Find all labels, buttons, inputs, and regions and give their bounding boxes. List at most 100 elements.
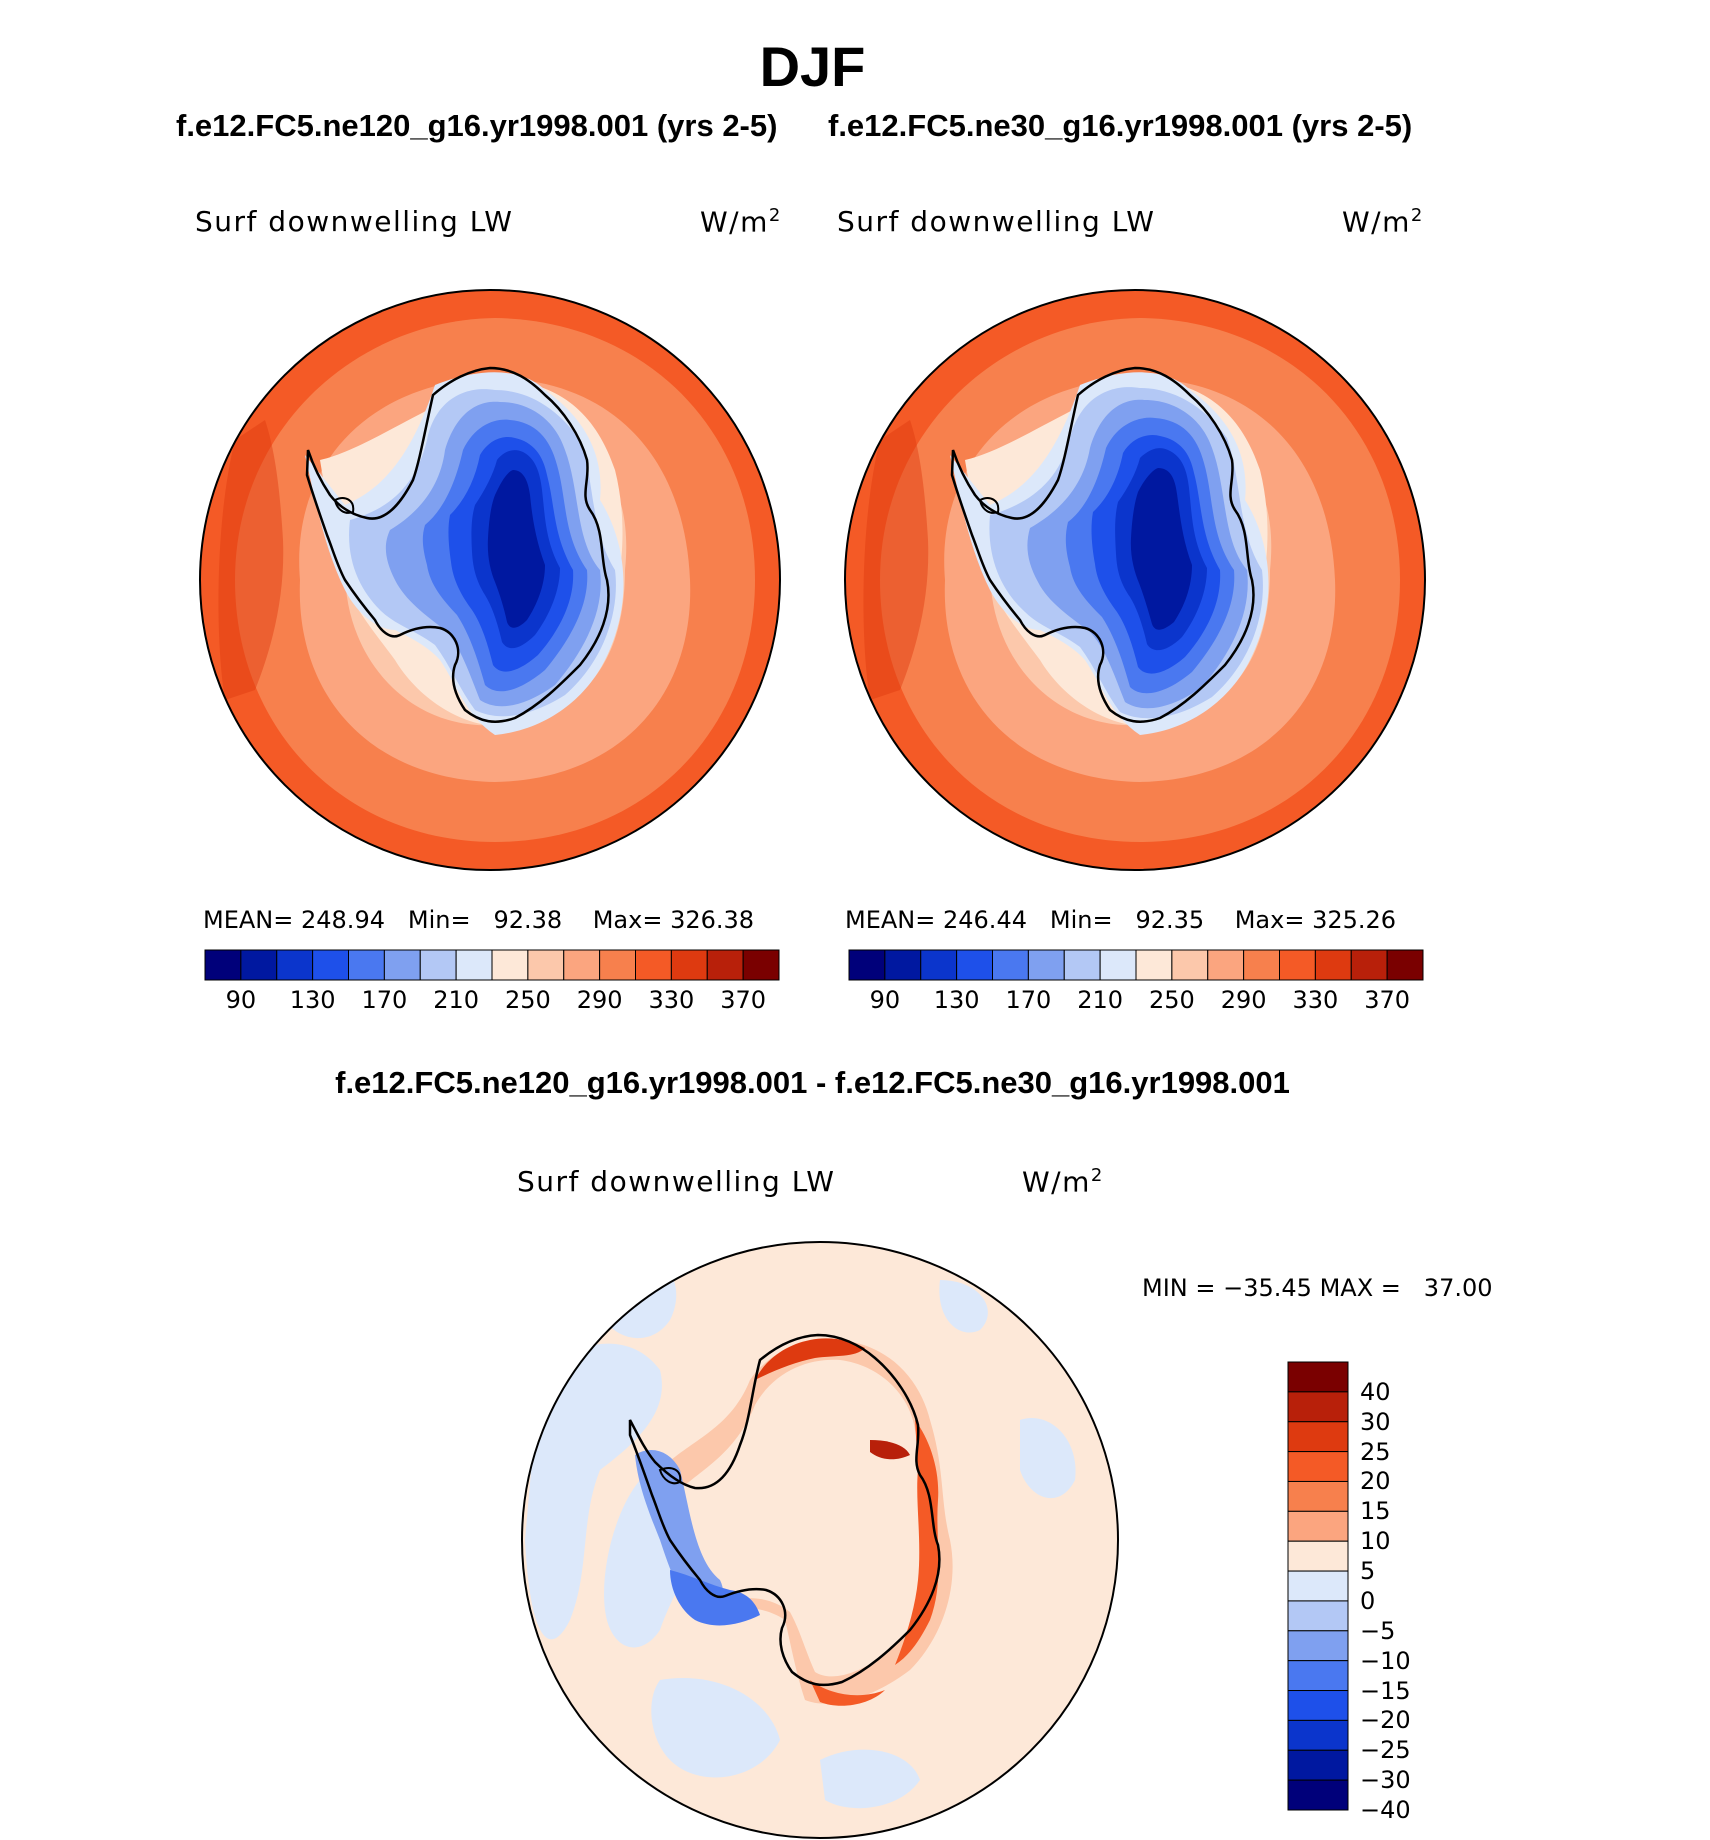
colorbar-tick-label: 90 [869,986,901,1014]
colorbar-swatch [848,949,886,981]
colorbar-tick-label: 250 [504,986,551,1014]
colorbar-tick-label: −30 [1360,1766,1411,1795]
diff-colorbar [1287,1361,1349,1811]
colorbar-tick-label: −20 [1360,1706,1411,1735]
colorbar-swatch [670,949,708,981]
colorbar-swatch [419,949,457,981]
colorbar-swatch [1287,1749,1349,1781]
colorbar-tick-label: 10 [1360,1527,1391,1556]
map-border [844,289,1426,871]
diff-variable: Surf downwelling LW [517,1165,836,1198]
colorbar-tick-label: 370 [720,986,767,1014]
diff-neg-sw [651,1678,780,1778]
diff-map [521,1241,1119,1839]
peninsula-coast [658,1467,682,1485]
colorbar-tick-label: 5 [1360,1557,1376,1586]
colorbar-tick-label: 250 [1148,986,1195,1014]
antarctica-coastline [950,366,1255,723]
colorbar-tick-label: 0 [1360,1586,1376,1615]
colorbar-tick-label: 210 [433,986,480,1014]
panel-2-units: W/m2 [1342,205,1424,239]
colorbar-swatch [884,949,922,981]
colorbar-swatch [1287,1510,1349,1542]
diff-neg-ross [670,1570,760,1626]
colorbar-swatch [527,949,565,981]
colorbar-swatch [1287,1779,1349,1811]
case-title-left: f.e12.FC5.ne120_g16.yr1998.001 (yrs 2-5) [176,108,778,143]
colorbar-tick-label: −10 [1360,1646,1411,1675]
panel-1-units: W/m2 [700,205,782,239]
band-west-warm [863,420,929,700]
colorbar-tick-label: 170 [1005,986,1052,1014]
colorbar-swatch [1207,949,1245,981]
colorbar-tick-label: 330 [1292,986,1339,1014]
colorbar-swatch [1099,949,1137,981]
colorbar-swatch [383,949,421,981]
panel-2-variable: Surf downwelling LW [837,205,1156,238]
colorbar-swatch [1287,1660,1349,1692]
colorbar-swatch [1243,949,1280,981]
colorbar-swatch [1027,949,1065,981]
colorbar-tick-label: 25 [1360,1437,1391,1466]
colorbar-tick-label: 130 [289,986,336,1014]
colorbar-swatch [348,949,385,981]
colorbar-swatch [240,949,278,981]
colorbar-swatch [599,949,636,981]
diff-units: W/m2 [1022,1165,1104,1199]
colorbar-swatch [1287,1361,1349,1393]
colorbar-tick-label: 170 [361,986,408,1014]
colorbar-swatch [1287,1690,1349,1721]
antarctica-coastline [628,1333,941,1687]
colorbar-swatch [1386,949,1424,981]
colorbar-swatch [491,949,529,981]
colorbar-tick-label: 370 [1364,986,1411,1014]
colorbar-swatch [1287,1630,1349,1662]
diff-stats: MIN = −35.45 MAX = 37.00 [1142,1274,1493,1302]
diff-neg-west [525,1343,662,1640]
peninsula-coast [978,497,1000,514]
diff-neg-s [820,1749,920,1809]
colorbar-swatch [204,949,242,981]
colorbar-swatch [1135,949,1173,981]
panel-2-stats: MEAN= 246.44 Min= 92.35 Max= 325.26 [845,906,1397,934]
colorbar-swatch [1287,1570,1349,1602]
case-title-right: f.e12.FC5.ne30_g16.yr1998.001 (yrs 2-5) [828,108,1413,143]
colorbar-tick-label: 40 [1360,1377,1391,1406]
colorbar-swatch [1314,949,1352,981]
colorbar-swatch [742,949,780,981]
colorbar-swatch [1350,949,1388,981]
colorbar-tick-label: 290 [1220,986,1267,1014]
map-border [521,1241,1119,1839]
colorbar-tick-label: 330 [648,986,695,1014]
colorbar-swatch [920,949,958,981]
panel-1-map [199,289,781,871]
peninsula-coast [333,497,355,514]
diff-neg-peninsula [635,1450,724,1616]
colorbar-swatch [1287,1421,1349,1453]
colorbar-swatch [563,949,601,981]
colorbar-tick-label: −5 [1360,1616,1396,1645]
colorbar-tick-label: 30 [1360,1407,1391,1436]
colorbar-swatch [1287,1391,1349,1423]
main-title: DJF [759,35,866,98]
panel-2-map [844,289,1426,871]
colorbar-tick-label: 20 [1360,1467,1391,1496]
diff-neg-e [1020,1418,1076,1499]
colorbar-swatch [706,949,744,981]
diff-pos-coast-n [755,1338,865,1380]
colorbar-swatch [1063,949,1101,981]
map-border [199,289,781,871]
diff-pos-coast-s [810,1680,885,1706]
diff-title: f.e12.FC5.ne120_g16.yr1998.001 - f.e12.F… [335,1065,1290,1100]
panel-2-colorbar [848,949,1424,981]
colorbar-swatch [1171,949,1209,981]
colorbar-swatch [1287,1600,1349,1632]
diff-pos-max [870,1440,910,1460]
colorbar-swatch [1279,949,1316,981]
colorbar-swatch [1287,1480,1349,1512]
colorbar-tick-label: −40 [1360,1796,1411,1824]
colorbar-swatch [455,949,493,981]
panel-1-colorbar [204,949,780,981]
colorbar-tick-label: 15 [1360,1497,1391,1526]
colorbar-tick-label: 130 [933,986,980,1014]
